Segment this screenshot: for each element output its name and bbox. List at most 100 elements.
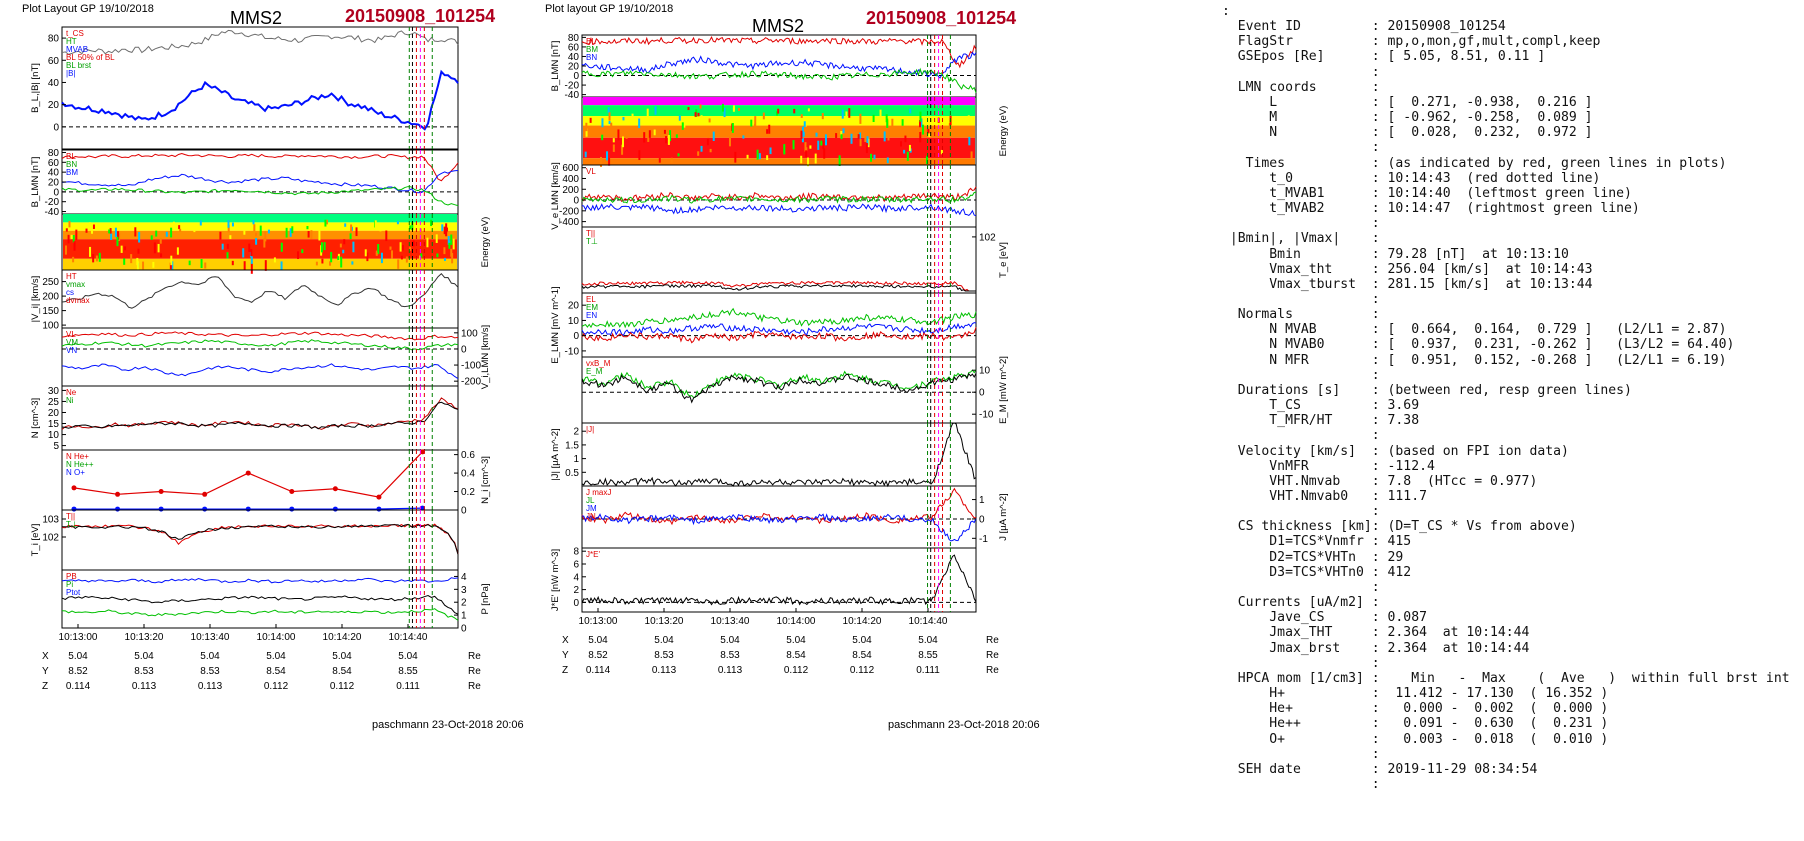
series-line [581,283,976,292]
spectrogram-pixel [805,150,808,157]
spectrogram-pixel [756,149,759,160]
series-line [581,372,977,404]
spectrogram-pixel [909,108,912,114]
mid-event-id: 20150908_101254 [866,8,1017,28]
spectrogram-pixel [886,118,889,128]
spectrogram-pixel [419,228,422,239]
summary-line: H+ : 11.412 - 17.130 ( 16.352 ) [1222,686,1609,702]
spectrogram-pixel [607,107,610,114]
series-line [74,507,423,510]
spectrogram-pixel [807,108,810,112]
legend-entry: EL [586,295,596,304]
summary-line: L : [ 0.271, -0.938, 0.216 ] [1222,94,1593,110]
summary-line: T_CS : 3.69 [1222,398,1420,414]
legend-entry: VL [586,167,596,176]
spectrogram-pixel [110,233,113,240]
spectrogram-pixel [155,230,158,237]
spectrogram-pixel [451,253,454,264]
legend-entry: Pi [66,580,73,589]
legend-entry: BM [586,45,598,54]
spectrogram-pixel [405,256,408,263]
spectrogram-pixel [835,133,838,138]
y-tick-label: 200 [562,185,579,196]
spectrogram-pixel [150,235,153,240]
y-tick-label: 3 [461,585,467,596]
spectrogram-pixel [758,153,761,160]
position-row-label: Y [562,650,569,661]
spectrogram-pixel [801,126,804,137]
y-tick-label: 60 [568,42,580,53]
spectrogram-pixel [857,134,860,139]
spectrogram-pixel [377,244,380,255]
y-axis-label: Energy (eV) [998,106,1009,157]
y-tick-label: 0.2 [461,487,475,498]
position-value: 0.112 [264,681,289,692]
summary-line: VHT.Nmvab0 : 111.7 [1222,489,1427,504]
spectrogram-pixel [701,126,704,131]
panel-mid-5 [581,292,977,358]
y-tick-label: -400 [559,217,579,228]
spectrogram-pixel [754,116,757,127]
position-value: 8.53 [134,666,154,677]
panel-frame [61,509,459,571]
summary-line: Normals : [1222,307,1380,323]
summary-line: : [1222,64,1380,80]
spectrogram-pixel [800,114,803,118]
legend-entry: E_M [586,367,603,376]
spectrogram-pixel [160,253,163,258]
y-axis-label: B_LMN [nT] [550,41,561,92]
spectrogram-pixel [817,140,820,150]
spectrogram-pixel [253,224,256,232]
spectrogram-pixel [675,134,678,138]
spectrogram-pixel [136,261,139,271]
y-axis-label: |V_i| [km/s] [30,276,41,323]
position-value: 5.04 [852,635,872,646]
spectrogram-pixel [116,236,119,247]
y-tick-label: 20 [568,301,580,312]
summary-line: |Bmin|, |Vmax| : [1222,231,1380,247]
summary-line: Durations [s] : (between red, resp green… [1222,382,1632,398]
spectrogram-pixel [908,144,911,151]
spectrogram-pixel [108,229,111,234]
spectrogram-pixel [176,247,179,255]
spectrogram-pixel [658,158,661,163]
panel-mid-6 [581,356,977,424]
summary-line: : [1222,504,1380,520]
y-axis-label: Energy (eV) [480,217,491,268]
summary-line: Bmin : 79.28 [nT] at 10:13:10 [1222,246,1569,262]
position-row-label: Z [42,681,48,692]
series-line [61,523,459,555]
spectrogram-pixel [776,132,779,137]
legend-entry: T|| [586,229,595,238]
left-header-layout: Plot Layout GP 19/10/2018 [22,3,154,15]
summary-line: : [1222,579,1380,595]
y-tick-label: 6 [573,560,579,571]
summary-line: Currents [uA/m2] : [1222,595,1380,611]
x-tick-label: 10:14:20 [843,616,882,627]
y-tick-label: 600 [562,163,579,174]
spectrogram-pixel [242,248,245,258]
summary-line: Jmax_THT : 2.364 at 10:14:44 [1222,625,1530,641]
position-value: 5.04 [266,651,286,662]
legend-entry: vxB_M [586,359,611,368]
summary-line: GSEpos [Re] : [ 5.05, 8.51, 0.11 ] [1222,49,1546,65]
spectrogram-pixel [90,229,93,234]
spectrogram-pixel [585,128,588,137]
series-line [581,369,977,398]
spectrogram-pixel [802,131,805,137]
legend-entry: BL [66,152,76,161]
spectrogram-pixel [130,254,133,264]
summary-line: : [1222,776,1380,792]
position-unit: Re [986,650,999,661]
summary-line: N MVAB : [ 0.664, 0.164, 0.729 ] (L2/L1 … [1222,322,1727,338]
y-tick-label: 0 [573,598,579,609]
legend-entry: HT [66,272,77,281]
spectrogram-band [583,116,975,126]
position-value: 5.04 [134,651,154,662]
spectrogram-pixel [746,154,749,159]
summary-line: : [1222,655,1380,671]
y-tick-label: 40 [568,52,580,63]
y-tick-label: 0 [461,624,467,635]
position-unit: Re [468,681,481,692]
series-line [61,152,459,182]
